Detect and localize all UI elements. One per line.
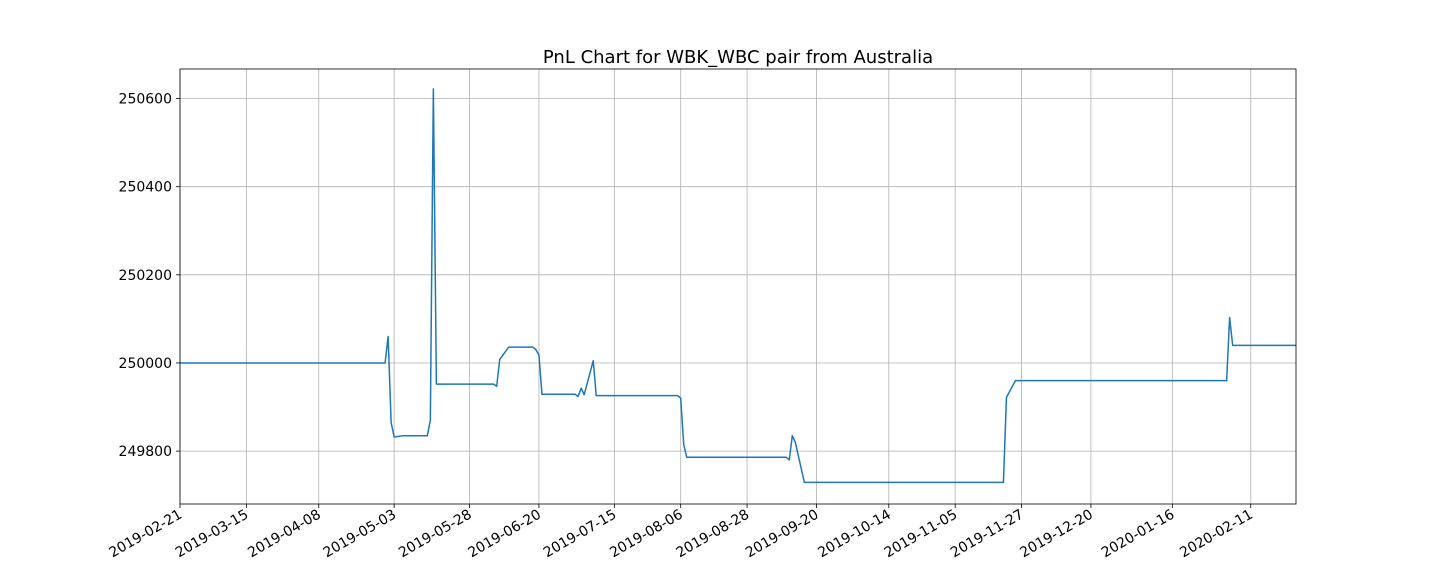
x-tick-label: 2019-10-14: [815, 507, 894, 562]
x-tick-label: 2019-09-20: [743, 507, 821, 562]
y-tick-label: 250400: [119, 180, 172, 196]
x-tick-label: 2019-12-20: [1017, 507, 1095, 562]
y-tick-label: 249800: [119, 444, 172, 460]
x-tick-label: 2019-11-05: [882, 507, 960, 562]
x-tick-label: 2019-05-28: [396, 507, 474, 562]
chart-title: PnL Chart for WBK_WBC pair from Australi…: [543, 47, 933, 68]
series-layer: [180, 88, 1296, 484]
y-tick-label: 250000: [119, 356, 172, 372]
grid-layer: [179, 69, 1296, 504]
x-tick-label: 2019-06-20: [465, 507, 543, 562]
x-tick-label: 2019-08-28: [674, 507, 752, 562]
x-tick-label: 2019-07-15: [541, 507, 619, 562]
x-tick-label: 2019-04-08: [245, 507, 323, 562]
x-tick-label: 2019-02-21: [107, 507, 185, 562]
y-tick-label: 250200: [119, 268, 172, 284]
x-tick-label: 2020-01-16: [1099, 507, 1178, 562]
axes-frame: [179, 68, 1297, 505]
x-tick-label: 2020-02-11: [1177, 507, 1255, 562]
x-tick-label: 2019-03-15: [173, 507, 251, 562]
x-tick-label: 2019-08-06: [607, 507, 686, 562]
pnl-series-line: [180, 88, 1296, 484]
y-tick-label: 250600: [119, 92, 172, 108]
x-tick-label: 2019-11-27: [948, 507, 1026, 562]
x-tick-label: 2019-05-03: [321, 507, 399, 562]
tick-layer: 2019-02-212019-03-152019-04-082019-05-03…: [107, 92, 1256, 562]
